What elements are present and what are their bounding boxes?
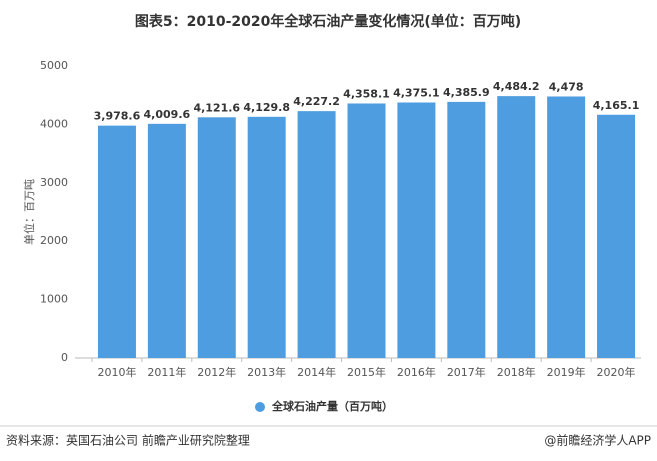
x-tick-label: 2012年 — [197, 365, 236, 379]
legend-marker — [255, 402, 265, 412]
value-label: 4,358.1 — [343, 87, 390, 100]
y-tick-label: 5000 — [40, 59, 68, 72]
bar — [547, 96, 586, 358]
value-label: 4,375.1 — [393, 86, 440, 99]
bar — [197, 117, 236, 359]
bar — [497, 96, 536, 359]
x-tick-label: 2017年 — [447, 365, 486, 379]
bar — [247, 116, 286, 359]
chart-title: 图表5：2010-2020年全球石油产量变化情况(单位：百万吨) — [135, 13, 521, 30]
x-tick-label: 2018年 — [497, 365, 536, 379]
y-tick-label: 1000 — [40, 293, 68, 306]
x-tick-label: 2020年 — [597, 365, 636, 379]
x-tick-label: 2014年 — [297, 365, 336, 379]
value-label: 4,478 — [549, 80, 584, 93]
x-tick-label: 2010年 — [97, 365, 136, 379]
source: 资料来源：英国石油公司 前瞻产业研究院整理 — [6, 433, 250, 448]
bar — [397, 102, 436, 358]
x-tick-label: 2011年 — [147, 365, 186, 379]
y-tick-label: 3000 — [40, 176, 68, 189]
x-tick-label: 2013年 — [247, 365, 286, 379]
value-label: 4,227.2 — [293, 95, 340, 108]
y-axis-title: 单位：百万吨 — [22, 179, 36, 245]
x-tick-label: 2015年 — [347, 365, 386, 379]
value-label: 4,385.9 — [443, 86, 490, 99]
x-tick-label: 2019年 — [547, 365, 586, 379]
y-tick-label: 4000 — [40, 117, 68, 130]
value-label: 4,129.8 — [243, 101, 290, 114]
legend-label: 全球石油产量（百万吨） — [271, 399, 393, 413]
value-label: 4,165.1 — [593, 99, 640, 112]
bar — [447, 101, 486, 359]
bar — [347, 103, 386, 358]
value-label: 4,484.2 — [493, 80, 540, 93]
y-tick-label: 0 — [61, 351, 68, 364]
y-tick-label: 2000 — [40, 234, 68, 247]
bar — [297, 111, 336, 358]
value-label: 4,009.6 — [144, 108, 191, 121]
bar — [147, 123, 186, 359]
bar — [97, 125, 136, 359]
bar — [597, 114, 636, 358]
credit: @前瞻经济学人APP — [544, 433, 651, 448]
x-tick-label: 2016年 — [397, 365, 436, 379]
value-label: 4,121.6 — [193, 101, 240, 114]
value-label: 3,978.6 — [94, 110, 141, 123]
